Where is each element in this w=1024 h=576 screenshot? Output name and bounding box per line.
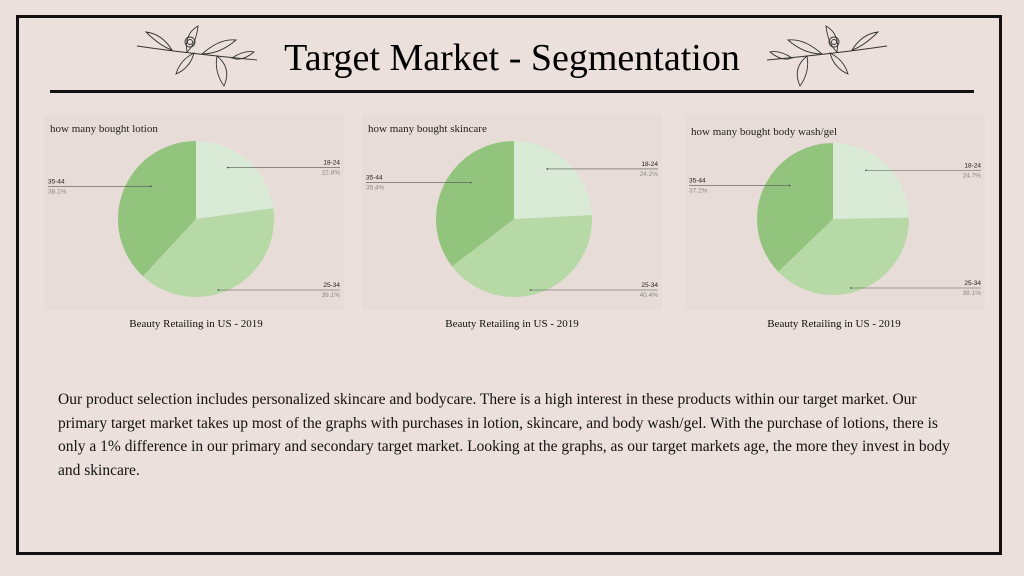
slice-percent: 24.2% xyxy=(640,171,659,178)
leader-dot xyxy=(850,287,852,289)
pie-chart-lotion: 18-24 22.8% 25-34 39.1% 35-44 38.1% xyxy=(48,141,341,299)
pie-slice-18-24 xyxy=(514,141,592,219)
pie-slice-25-34 xyxy=(778,217,909,295)
chart-panel-body-wash: how many bought body wash/gel 18-24 24.7%… xyxy=(685,115,985,310)
slice-label: 35-44 xyxy=(48,178,65,185)
chart-title: how many bought lotion xyxy=(50,123,158,135)
floral-ornament-left-icon xyxy=(136,25,258,87)
pie-slice-25-34 xyxy=(452,215,592,297)
pie-chart-skincare: 18-24 24.2% 25-34 40.4% 35-44 35.4% xyxy=(366,141,659,299)
leader-dot xyxy=(529,289,532,291)
pie-slice-18-24 xyxy=(196,141,274,219)
slice-percent: 35.4% xyxy=(366,185,385,192)
pie-chart-body-wash: 18-24 24.7% 25-34 38.1% 35-44 37.2% xyxy=(689,143,982,297)
slide-frame xyxy=(16,15,1002,555)
slice-percent: 39.1% xyxy=(322,292,341,299)
slice-label: 25-34 xyxy=(641,282,658,289)
chart-caption: Beauty Retailing in US - 2019 xyxy=(445,318,579,330)
chart-title: how many bought skincare xyxy=(368,123,487,135)
chart-caption: Beauty Retailing in US - 2019 xyxy=(129,318,263,330)
slice-label: 35-44 xyxy=(689,178,706,185)
chart-panel-skincare: how many bought skincare 18-24 24.2% 25-34… xyxy=(362,115,662,310)
leader-dot xyxy=(150,185,152,188)
chart-panel-lotion: how many bought lotion 18-24 22.8% 25-34 39… xyxy=(44,115,344,310)
slice-label: 18-24 xyxy=(964,162,981,169)
pie-slice-35-44 xyxy=(117,141,196,277)
slice-label: 18-24 xyxy=(641,161,658,168)
chart-title: how many bought body wash/gel xyxy=(691,126,838,138)
slice-label: 35-44 xyxy=(366,175,383,182)
pie-slice-35-44 xyxy=(436,141,514,267)
leader-dot xyxy=(217,289,220,291)
leader-dot xyxy=(788,184,791,187)
slice-percent: 38.1% xyxy=(963,290,982,297)
title-divider xyxy=(50,90,974,93)
leader-dot xyxy=(865,169,867,172)
slice-label: 18-24 xyxy=(323,160,340,167)
slice-label: 25-34 xyxy=(323,282,340,289)
slice-label: 25-34 xyxy=(964,280,981,287)
pie-slice-25-34 xyxy=(142,208,274,297)
leader-dot xyxy=(546,168,549,170)
leader-dot xyxy=(469,181,472,184)
leader-dot xyxy=(226,166,229,169)
slice-percent: 37.2% xyxy=(689,188,708,195)
floral-ornament-right-icon xyxy=(766,25,888,87)
slice-percent: 22.8% xyxy=(322,170,341,177)
slice-percent: 38.1% xyxy=(48,188,67,195)
chart-caption: Beauty Retailing in US - 2019 xyxy=(767,318,901,330)
pie-slice-35-44 xyxy=(757,143,833,272)
slice-percent: 40.4% xyxy=(640,292,659,299)
pie-slice-18-24 xyxy=(833,143,909,219)
slice-percent: 24.7% xyxy=(963,172,982,179)
slide-title: Target Market - Segmentation xyxy=(284,37,740,79)
body-paragraph: Our product selection includes personali… xyxy=(58,391,950,479)
